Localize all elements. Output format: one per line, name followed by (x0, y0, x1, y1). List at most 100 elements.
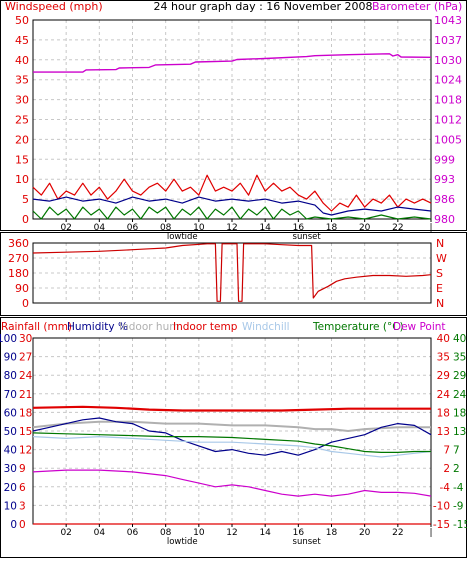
middle-panel-frame (0, 232, 467, 316)
windspeed-tick: 30 (15, 94, 29, 107)
mid-plot-frame (32, 242, 432, 304)
barometer-tick: 986 (434, 193, 455, 206)
barometer-tick: 1005 (434, 133, 462, 146)
bottom-marker-label: lowtide (167, 537, 198, 547)
humidity-tick: 70 (4, 389, 17, 401)
windspeed-tick: 5 (22, 193, 29, 206)
rainfall-tick: 15 (19, 426, 32, 438)
rainfall-tick: 30 (19, 333, 32, 345)
barometer-tick: 1018 (434, 94, 462, 107)
bottom-x-label: 02 (60, 528, 71, 538)
temperature-line (32, 432, 431, 453)
dewpoint-tick: -15 (453, 519, 467, 531)
temperature-tick: -15 (433, 519, 450, 531)
humidity-tick: 40 (4, 445, 17, 457)
barometer-tick: 993 (434, 173, 455, 186)
bottom-x-label: | (429, 528, 432, 538)
dew-point-line (32, 469, 432, 497)
rainfall-tick: 21 (19, 389, 32, 401)
direction-line (32, 243, 432, 302)
temperature-tick: -4 (440, 482, 451, 494)
bottom-x-label: 10 (193, 528, 205, 538)
barometer-tick: 1030 (434, 54, 462, 67)
top-x-label: 06 (127, 223, 139, 233)
rainfall-tick: 27 (19, 352, 32, 364)
average-line (32, 206, 432, 220)
top-x-label: 04 (94, 223, 106, 233)
indoor-temp-line (32, 405, 431, 412)
indoor-hum-label: Indoor hum (119, 321, 179, 333)
windspeed-tick: 35 (15, 74, 29, 87)
barometer-tick: 1024 (434, 74, 462, 87)
rainfall-tick: 24 (19, 370, 33, 382)
chart-title: 24 hour graph day : 16 November 2008 (153, 0, 372, 13)
temperature-tick: 29 (437, 370, 450, 382)
rainfall-tick: 18 (19, 407, 32, 419)
humidity-line (32, 417, 432, 456)
temperature-tick: 18 (437, 407, 450, 419)
rainfall-tick: 6 (19, 482, 26, 494)
windspeed-tick: 50 (15, 14, 29, 27)
top-x-label: 18 (326, 223, 338, 233)
direction-compass-tick: N (436, 297, 444, 310)
temperature-tick: 24 (437, 389, 451, 401)
indoor-temp-label: Indoor temp (173, 321, 238, 333)
humidity-tick: 50 (4, 426, 17, 438)
direction-compass-tick: E (436, 282, 443, 295)
dewpoint-tick: 24 (453, 389, 467, 401)
humidity-tick: 20 (4, 482, 17, 494)
humidity-tick: 60 (4, 407, 17, 419)
windspeed-line (32, 174, 432, 212)
windspeed-tick: 20 (15, 133, 29, 146)
temperature-tick: 7 (443, 445, 450, 457)
rainfall-label: Rainfall (mm) (1, 321, 72, 333)
bottom-marker-label: sunset (293, 537, 322, 547)
bottom-x-label: 22 (392, 528, 403, 538)
direction-compass-tick: W (436, 252, 447, 265)
top-panel-frame (0, 0, 467, 231)
direction-degree-tick: 270 (8, 252, 29, 265)
bottom-x-label: 20 (359, 528, 371, 538)
rainfall-tick: 0 (19, 519, 26, 531)
dewpoint-tick: 13 (453, 426, 466, 438)
windspeed-tick: 15 (15, 153, 29, 166)
barometer-tick: 999 (434, 153, 455, 166)
top-marker-label: lowtide (167, 232, 198, 242)
temperature-tick: 35 (437, 352, 450, 364)
rainfall-tick: 3 (19, 500, 26, 512)
barometer-tick: 1043 (434, 14, 462, 27)
bottom-x-label: 08 (160, 528, 172, 538)
humidity-tick: 100 (0, 333, 17, 345)
direction-compass-tick: N (436, 237, 444, 250)
windspeed-tick: 45 (15, 34, 29, 47)
temperature-tick: -10 (433, 500, 450, 512)
barometer-tick: 1012 (434, 114, 462, 127)
top-x-label: 12 (226, 223, 237, 233)
top-x-label: 20 (359, 223, 371, 233)
dewpoint-tick: -9 (453, 500, 463, 512)
windchill-label: Windchill (242, 321, 290, 333)
dewpoint-tick: 18 (453, 407, 466, 419)
windspeed-tick: 25 (15, 114, 29, 127)
top-x-label: 14 (259, 223, 271, 233)
top-x-label: | (429, 223, 432, 233)
dew-point-label: Dew Point (393, 321, 446, 333)
direction-compass-tick: S (436, 267, 443, 280)
rainfall-tick: 12 (19, 445, 32, 457)
temperature-tick: 13 (437, 426, 450, 438)
temperature-tick: 2 (443, 463, 450, 475)
barometer-tick: 1037 (434, 34, 462, 47)
humidity-tick: 10 (4, 500, 17, 512)
indoor-hum-line (32, 420, 431, 432)
temperature-label: Temperature (°C) (312, 321, 404, 333)
temperature-tick: 40 (437, 333, 450, 345)
direction-degree-tick: 0 (22, 297, 29, 310)
dewpoint-tick: 40 (453, 333, 466, 345)
bottom-x-label: 18 (326, 528, 338, 538)
humidity-tick: 0 (10, 519, 17, 531)
direction-degree-tick: 90 (15, 282, 29, 295)
bottom-x-label: 04 (94, 528, 106, 538)
barometer-axis-label: Barometer (hPa) (372, 0, 462, 13)
